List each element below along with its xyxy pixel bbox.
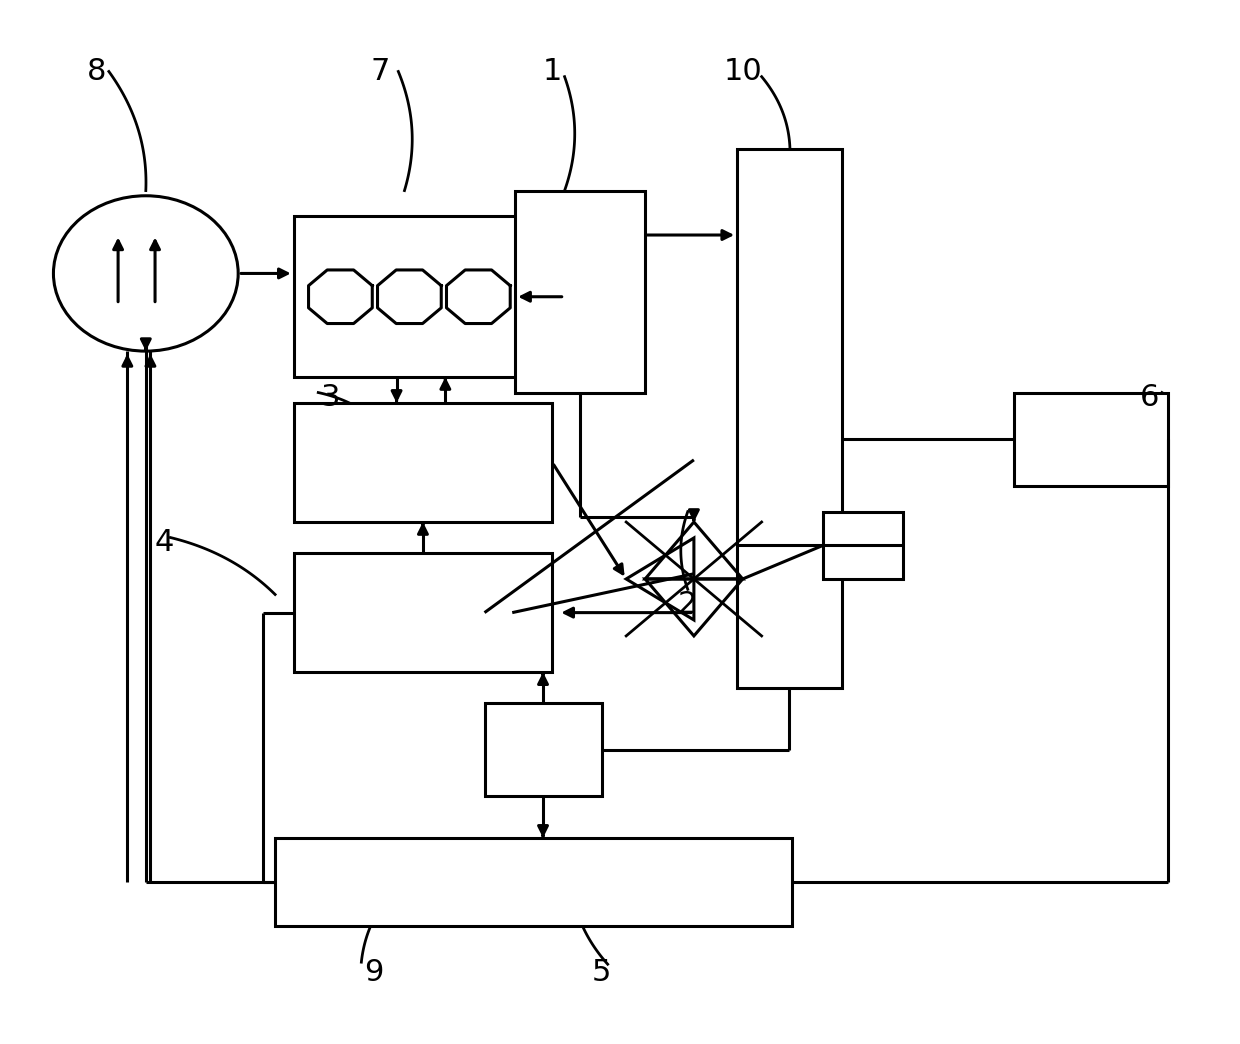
Bar <box>1014 393 1168 485</box>
Bar <box>737 149 842 688</box>
Text: 8: 8 <box>87 57 107 86</box>
Text: 2: 2 <box>678 590 697 619</box>
Text: 6: 6 <box>1140 383 1159 412</box>
Text: 3: 3 <box>321 383 340 412</box>
Bar <box>485 704 601 797</box>
Bar <box>294 216 564 377</box>
Text: 5: 5 <box>591 958 611 987</box>
Bar <box>823 512 903 579</box>
Bar <box>516 191 645 393</box>
Text: 7: 7 <box>370 57 389 86</box>
Text: 4: 4 <box>155 528 174 557</box>
Text: 1: 1 <box>543 57 562 86</box>
Text: 9: 9 <box>365 958 383 987</box>
Bar <box>294 553 552 672</box>
Bar <box>275 838 792 926</box>
Text: 10: 10 <box>724 57 763 86</box>
Bar <box>294 403 552 522</box>
